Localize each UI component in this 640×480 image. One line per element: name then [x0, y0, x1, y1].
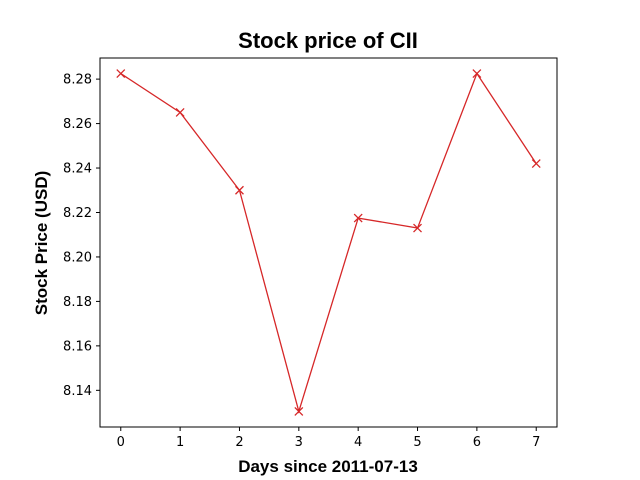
y-tick-label: 8.28	[63, 73, 92, 88]
x-tick-label: 7	[532, 435, 540, 450]
x-tick-label: 0	[117, 435, 125, 450]
data-point-marker	[531, 159, 541, 169]
data-point-marker	[413, 223, 422, 233]
series-line	[120, 72, 537, 414]
x-tick-label: 1	[176, 435, 184, 450]
chart-title: Stock price of CII	[238, 28, 418, 53]
y-tick-label: 8.22	[63, 206, 92, 221]
data-point-marker	[116, 69, 126, 79]
y-tick-label: 8.16	[63, 339, 92, 354]
x-axis-label: Days since 2011-07-13	[238, 457, 418, 476]
y-axis-label: Stock Price (USD)	[32, 171, 51, 316]
x-tick-label: 3	[295, 435, 303, 450]
plot-frame	[99, 57, 558, 428]
x-tick-label: 4	[354, 435, 362, 450]
data-point-marker	[353, 213, 363, 223]
x-tick-label: 6	[473, 435, 481, 450]
x-tick-label: 5	[413, 435, 421, 450]
data-point-marker	[472, 69, 482, 79]
data-point-marker	[294, 406, 304, 416]
y-tick-label: 8.14	[63, 384, 92, 399]
data-point-marker	[235, 185, 244, 195]
y-tick-label: 8.24	[63, 162, 92, 177]
y-tick-label: 8.20	[63, 250, 92, 265]
x-tick-label: 2	[235, 435, 243, 450]
data-point-marker	[175, 108, 185, 117]
y-tick-label: 8.26	[63, 117, 92, 132]
y-tick-label: 8.18	[63, 295, 92, 310]
